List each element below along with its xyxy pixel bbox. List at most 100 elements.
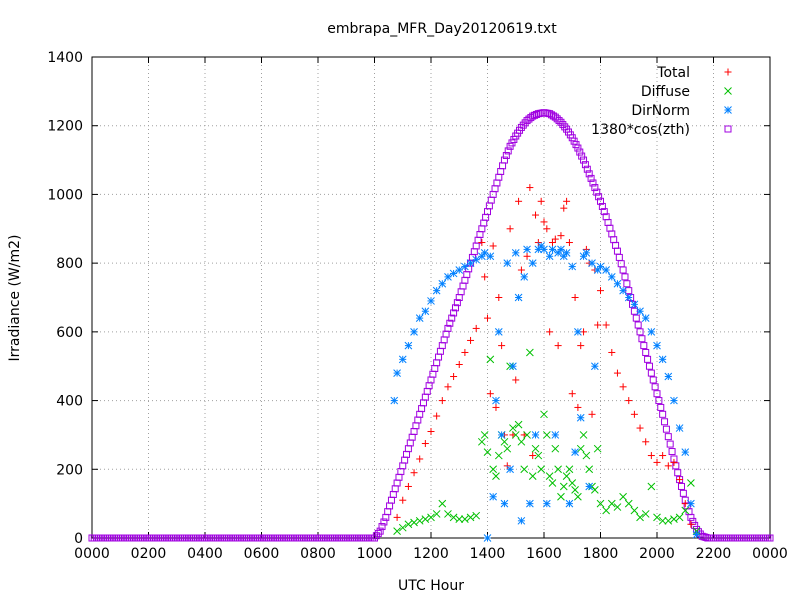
data-point (433, 412, 441, 420)
data-point (613, 369, 621, 377)
data-point (521, 119, 529, 127)
data-point (506, 465, 514, 474)
data-point (481, 273, 489, 281)
data-point (540, 245, 548, 254)
data-point (497, 168, 505, 176)
data-point (666, 440, 674, 448)
data-point (766, 534, 774, 542)
data-point (450, 373, 458, 381)
data-point (517, 516, 526, 525)
legend-label-1380-cos-zth: 1380*cos(zth) (591, 122, 690, 138)
data-point (386, 502, 394, 510)
data-point (668, 448, 676, 456)
data-point (455, 360, 463, 368)
data-point (509, 362, 517, 371)
data-point (681, 448, 690, 456)
data-point (526, 184, 534, 192)
data-point (502, 151, 510, 159)
data-point (687, 513, 695, 521)
legend-label-dirnorm: DirNorm (631, 103, 690, 119)
data-point (585, 465, 594, 474)
y-tick-label: 1200 (47, 119, 83, 135)
data-point (659, 452, 667, 460)
data-point (495, 173, 503, 181)
y-tick-label: 400 (56, 394, 83, 410)
data-point (571, 448, 579, 456)
data-point (687, 499, 695, 508)
data-point (489, 242, 497, 250)
data-point (476, 231, 484, 239)
data-point (602, 321, 610, 329)
data-point (493, 179, 501, 187)
data-point (545, 252, 554, 261)
data-point (520, 273, 529, 281)
data-point (621, 273, 629, 281)
data-point (636, 328, 644, 336)
data-point (551, 431, 560, 439)
data-point (523, 245, 531, 254)
x-tick-label: 0400 (187, 546, 223, 562)
data-point (449, 513, 458, 522)
data-point (670, 458, 678, 466)
data-point (565, 465, 574, 474)
x-tick-label: 2200 (696, 546, 732, 562)
data-point (404, 482, 412, 490)
data-point (687, 479, 695, 487)
data-point (444, 383, 452, 391)
data-point (466, 259, 475, 267)
data-point (421, 393, 429, 401)
data-point (444, 510, 452, 518)
data-point (653, 341, 661, 350)
data-point (393, 513, 401, 521)
data-point (433, 359, 441, 367)
data-point (574, 144, 582, 152)
x-tick-label: 1200 (413, 546, 449, 562)
data-point (480, 431, 489, 439)
data-point (435, 353, 443, 361)
data-point (416, 410, 424, 418)
data-point (644, 355, 652, 363)
data-point (520, 465, 529, 474)
data-point (410, 469, 418, 477)
data-point (568, 262, 577, 271)
data-point (653, 390, 661, 398)
data-point (514, 293, 523, 302)
data-point (391, 485, 399, 493)
data-point (427, 513, 435, 522)
data-point (497, 431, 506, 439)
data-point (444, 324, 452, 332)
data-point (463, 271, 471, 279)
data-point (670, 515, 678, 523)
data-point (681, 506, 690, 515)
data-point (519, 121, 527, 129)
x-tick-label: 0600 (244, 546, 280, 562)
data-point (585, 482, 594, 491)
data-point (374, 529, 382, 537)
data-point (486, 390, 494, 398)
data-point (492, 396, 500, 405)
data-point (418, 405, 426, 413)
data-point (576, 148, 584, 156)
data-point (657, 403, 665, 411)
data-point (548, 111, 556, 119)
data-point (376, 527, 384, 535)
data-point (613, 247, 621, 255)
data-point (687, 520, 695, 528)
data-point (551, 444, 560, 453)
data-point (559, 482, 568, 491)
data-point (446, 319, 454, 327)
data-point (448, 314, 456, 322)
data-point (455, 515, 464, 523)
data-point (467, 336, 475, 344)
x-tick-label: 1600 (526, 546, 562, 562)
data-point (580, 156, 588, 164)
data-point (483, 534, 492, 542)
data-point (595, 193, 603, 201)
data-point (587, 174, 595, 182)
data-point (581, 161, 589, 169)
data-point (461, 262, 469, 271)
data-point (557, 492, 565, 501)
data-point (451, 304, 459, 312)
data-point (531, 444, 540, 453)
data-point (642, 348, 650, 356)
